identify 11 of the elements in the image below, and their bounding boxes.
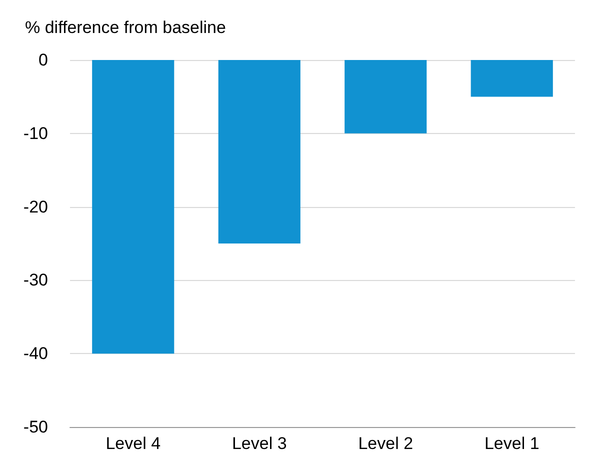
y-tick-label: -20 — [23, 197, 48, 216]
x-tick-label: Level 4 — [106, 434, 161, 453]
y-axis-title: % difference from baseline — [25, 18, 226, 37]
x-tick-label: Level 2 — [358, 434, 414, 453]
y-tick-label: -40 — [23, 344, 48, 364]
y-tick-label: -50 — [23, 418, 48, 436]
y-tick-label: 0 — [38, 50, 48, 70]
x-tick-label: Level 3 — [232, 434, 287, 453]
y-tick-label: -30 — [23, 270, 48, 290]
x-tick-label: Level 1 — [484, 434, 540, 453]
y-tick-label: -10 — [23, 124, 48, 143]
